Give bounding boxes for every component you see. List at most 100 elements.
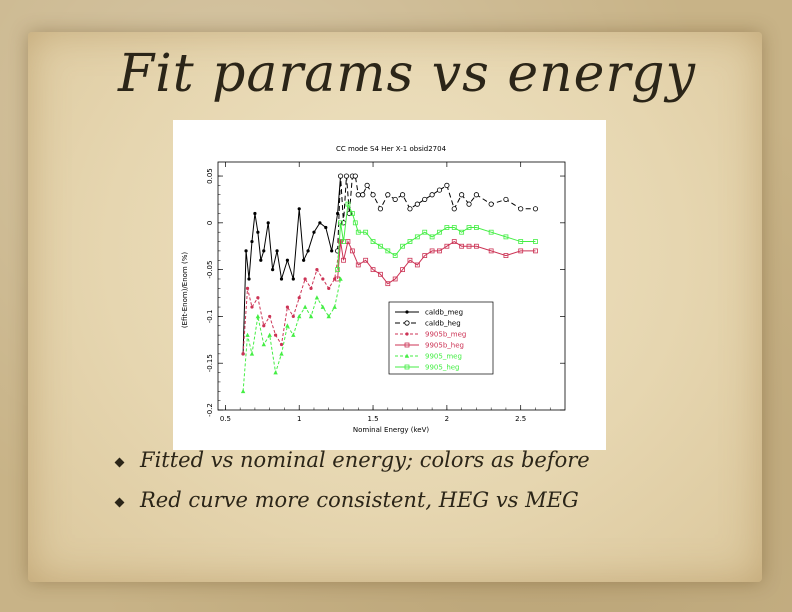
data-point — [306, 249, 310, 253]
data-point — [488, 229, 494, 235]
data-point — [256, 296, 260, 300]
data-point — [392, 276, 398, 282]
y-tick-label: -0.2 — [206, 403, 214, 417]
x-axis-label: Nominal Energy (keV) — [353, 426, 430, 434]
data-point — [473, 192, 480, 198]
series-9905b_heg — [335, 239, 538, 287]
data-point — [404, 364, 410, 370]
data-point — [262, 249, 266, 253]
data-point — [253, 211, 257, 216]
data-point — [308, 314, 314, 319]
data-point — [326, 314, 331, 319]
series-9905_meg — [240, 276, 343, 394]
data-point — [245, 286, 250, 290]
data-point — [268, 314, 272, 319]
slide-title: Fit params vs energy — [118, 44, 696, 104]
data-point — [400, 243, 405, 249]
data-point — [303, 277, 307, 281]
data-point — [518, 239, 524, 244]
y-tick-label: 0.05 — [206, 168, 214, 184]
data-point — [378, 271, 383, 277]
data-point — [385, 192, 391, 198]
bullet-list: Fitted vs nominal energy; colors as befo… — [112, 448, 672, 528]
data-point — [279, 277, 284, 281]
data-point — [261, 342, 266, 347]
data-point — [364, 182, 370, 188]
data-point — [271, 268, 275, 272]
data-point — [352, 173, 358, 179]
data-point — [518, 248, 524, 254]
data-point — [312, 230, 316, 234]
data-point — [343, 173, 350, 179]
x-tick-label: 1 — [297, 415, 301, 423]
x-tick-label: 0.5 — [220, 415, 231, 423]
data-point — [349, 248, 355, 254]
data-point — [338, 239, 343, 244]
data-point — [279, 351, 284, 356]
series-line — [337, 202, 536, 270]
data-point — [451, 225, 457, 230]
data-point — [459, 229, 465, 235]
series-line — [242, 175, 342, 354]
y-axis-label: (Efit-Enom)/Enom (%) — [181, 252, 189, 328]
data-point — [327, 286, 331, 290]
data-point — [297, 296, 301, 300]
data-point — [255, 314, 261, 319]
legend-label: 9905b_heg — [425, 342, 464, 350]
data-point — [336, 211, 340, 216]
data-point — [370, 239, 376, 244]
data-point — [291, 277, 295, 281]
legend-label: 9905b_meg — [425, 331, 466, 339]
data-point — [429, 234, 435, 240]
data-point — [533, 239, 538, 244]
series-9905_heg — [335, 201, 538, 273]
data-point — [370, 192, 376, 198]
data-point — [302, 258, 306, 262]
data-point — [385, 281, 391, 287]
data-point — [275, 249, 279, 253]
data-point — [363, 257, 369, 263]
data-point — [262, 324, 266, 328]
series-caldb_meg — [241, 174, 343, 356]
legend-label: 9905_meg — [425, 353, 462, 361]
data-point — [474, 243, 479, 249]
data-point — [422, 196, 428, 203]
data-point — [249, 351, 255, 356]
data-point — [349, 211, 355, 216]
data-point — [309, 286, 313, 290]
data-point — [378, 243, 383, 249]
data-point — [422, 253, 428, 258]
data-point — [279, 342, 284, 347]
data-point — [256, 230, 260, 234]
series-line — [242, 278, 342, 392]
data-point — [355, 229, 361, 235]
data-point — [503, 234, 509, 240]
data-point — [341, 257, 346, 263]
data-point — [330, 249, 334, 253]
data-point — [533, 248, 538, 254]
data-point — [355, 262, 361, 268]
bullet-item: Red curve more consistent, HEG vs MEG — [112, 488, 672, 528]
data-point — [266, 221, 270, 225]
data-point — [314, 295, 320, 300]
data-point — [404, 320, 410, 326]
plot-frame — [217, 161, 566, 411]
x-tick-label: 1.5 — [367, 415, 378, 423]
data-point — [429, 192, 435, 198]
legend-label: caldb_meg — [425, 309, 463, 317]
y-tick-label: -0.15 — [206, 354, 214, 372]
data-point — [407, 257, 413, 263]
bullet-diamond-icon — [114, 497, 125, 508]
bullet-diamond-icon — [114, 457, 125, 468]
data-point — [240, 388, 246, 394]
data-point — [444, 225, 450, 230]
data-point — [250, 305, 254, 309]
data-point — [324, 225, 328, 230]
data-point — [404, 342, 410, 348]
data-point — [318, 221, 322, 225]
data-point — [503, 196, 509, 203]
data-point — [451, 206, 457, 212]
data-point — [291, 314, 295, 319]
y-tick-label: -0.1 — [206, 310, 214, 324]
